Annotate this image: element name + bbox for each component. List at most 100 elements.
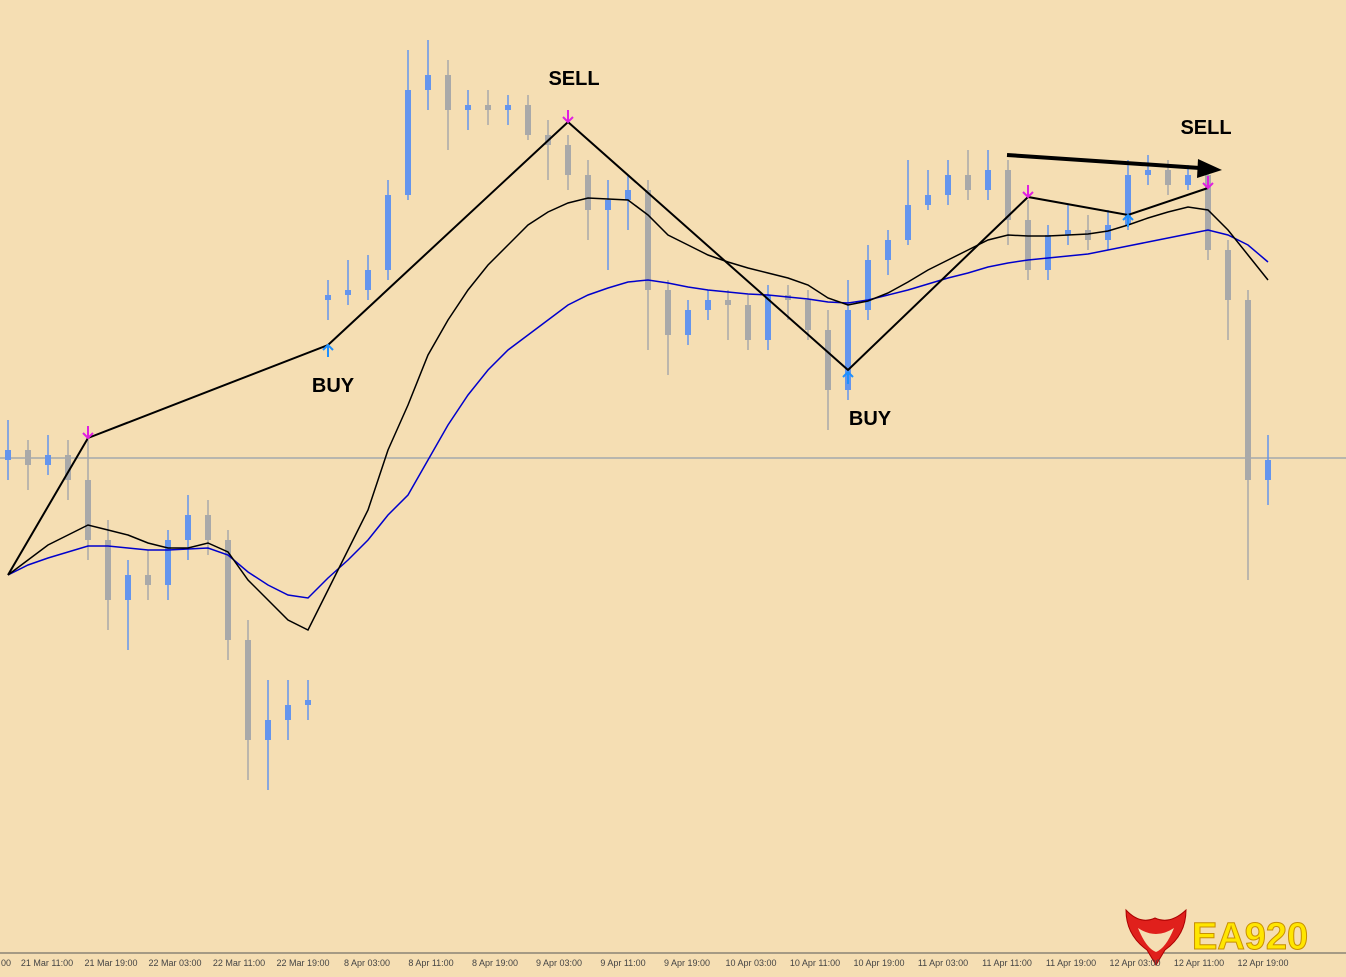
x-tick-label: 11 Apr 11:00 <box>982 958 1032 968</box>
candle-body <box>1125 175 1131 225</box>
x-tick-label: 10 Apr 11:00 <box>790 958 840 968</box>
candle-body <box>865 260 871 310</box>
candle-body <box>325 295 331 300</box>
x-tick-label: 00 <box>1 958 11 968</box>
candle-body <box>625 190 631 200</box>
annotation: SELL <box>548 68 599 90</box>
candle-body <box>1085 230 1091 240</box>
x-tick-label: 12 Apr 11:00 <box>1174 958 1224 968</box>
candle-body <box>945 175 951 195</box>
candle-body <box>365 270 371 290</box>
x-tick-label: 9 Apr 03:00 <box>536 958 582 968</box>
signal-arrow <box>562 110 574 124</box>
candle-body <box>1045 235 1051 270</box>
signal-arrow-head <box>562 116 574 124</box>
trend-arrow-head <box>1197 159 1222 178</box>
x-tick-label: 8 Apr 19:00 <box>472 958 518 968</box>
logo-text: EA920 <box>1192 916 1308 958</box>
candle-body <box>1265 460 1271 480</box>
annotation: BUY <box>849 408 892 430</box>
candle-body <box>1245 300 1251 480</box>
candle-body <box>685 310 691 335</box>
candle-body <box>265 720 271 740</box>
x-tick-label: 9 Apr 19:00 <box>664 958 710 968</box>
signal-arrow <box>842 370 854 384</box>
candle-body <box>485 105 491 110</box>
candle-body <box>205 515 211 540</box>
x-tick-label: 22 Mar 03:00 <box>148 958 201 968</box>
candle-body <box>1145 170 1151 175</box>
signal-arrow <box>1202 176 1214 190</box>
x-tick-label: 12 Apr 19:00 <box>1237 958 1288 968</box>
x-tick-label: 21 Mar 11:00 <box>21 958 73 968</box>
candle-body <box>1225 250 1231 300</box>
candle-body <box>925 195 931 205</box>
candle-body <box>345 290 351 295</box>
candle-body <box>125 575 131 600</box>
candle-body <box>1025 220 1031 270</box>
trend-arrow <box>1006 153 1201 170</box>
x-tick-label: 8 Apr 11:00 <box>408 958 453 968</box>
x-tick-label: 22 Mar 19:00 <box>276 958 329 968</box>
signal-arrow <box>322 343 334 357</box>
candle-body <box>825 330 831 390</box>
candle-body <box>245 640 251 740</box>
candle-body <box>725 300 731 305</box>
candle-body <box>745 305 751 340</box>
x-tick-label: 10 Apr 03:00 <box>725 958 776 968</box>
moving-average <box>7 197 1269 632</box>
candle-body <box>805 300 811 330</box>
candle-body <box>845 310 851 390</box>
candle-body <box>525 105 531 135</box>
candle-body <box>105 540 111 600</box>
logo: EA920 <box>1125 908 1309 966</box>
moving-average <box>7 229 1269 599</box>
candle-body <box>1205 175 1211 250</box>
candle-body <box>165 540 171 585</box>
x-tick-label: 11 Apr 19:00 <box>1046 958 1096 968</box>
candle-body <box>405 90 411 195</box>
candle-body <box>705 300 711 310</box>
candle-body <box>85 480 91 540</box>
annotation: BUY <box>312 375 355 397</box>
candle-body <box>585 175 591 210</box>
signal-arrow <box>82 426 94 440</box>
logo-icon-detail <box>1138 928 1174 952</box>
x-tick-label: 10 Apr 19:00 <box>853 958 904 968</box>
candle-body <box>1165 170 1171 185</box>
candle-body <box>425 75 431 90</box>
candle-body <box>565 145 571 175</box>
signal-arrow-head <box>1122 213 1134 221</box>
candle-body <box>465 105 471 110</box>
candle-body <box>185 515 191 540</box>
plot-area <box>0 40 1346 790</box>
candle-body <box>45 455 51 465</box>
signal-arrow-head <box>1022 191 1034 199</box>
x-tick-label: 12 Apr 03:00 <box>1109 958 1160 968</box>
candle-body <box>1065 230 1071 235</box>
candle-body <box>665 290 671 335</box>
signal-arrow-head <box>842 370 854 378</box>
annotation: SELL <box>1180 117 1231 139</box>
candle-body <box>385 195 391 270</box>
candle-body <box>965 175 971 190</box>
signal-arrow-head <box>1202 182 1214 190</box>
candle-body <box>905 205 911 240</box>
candle-body <box>5 450 11 460</box>
candle-body <box>305 700 311 705</box>
candle-body <box>445 75 451 110</box>
x-tick-label: 21 Mar 19:00 <box>84 958 137 968</box>
zigzag-line <box>7 120 1209 576</box>
candle-body <box>605 200 611 210</box>
candle-body <box>765 295 771 340</box>
x-tick-label: 11 Apr 03:00 <box>918 958 968 968</box>
x-tick-label: 22 Mar 11:00 <box>213 958 265 968</box>
candle-body <box>1105 225 1111 240</box>
x-tick-label: 9 Apr 11:00 <box>600 958 645 968</box>
candle-body <box>645 190 651 290</box>
candle-body <box>1005 170 1011 220</box>
signal-arrow <box>1022 185 1034 199</box>
candle-body <box>145 575 151 585</box>
